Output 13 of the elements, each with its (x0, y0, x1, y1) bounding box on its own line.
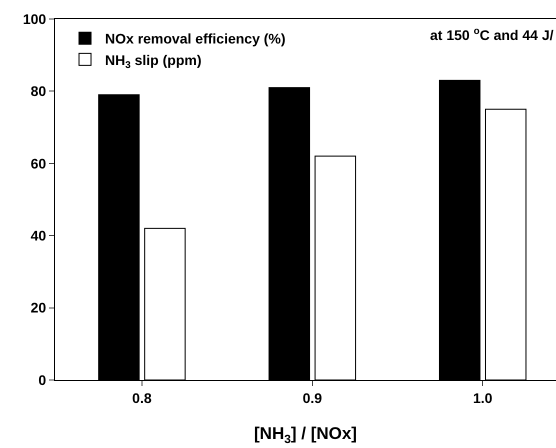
legend-label: NOx removal efficiency (%) (105, 30, 286, 47)
annotation: at 150 $^{o}$C and 44 J/ (430, 26, 554, 43)
y-tick-label: 80 (30, 83, 46, 100)
legend-label: NH$_{3}$ slip (ppm) (105, 52, 202, 71)
y-tick-label: 20 (30, 300, 46, 316)
y-tick-label: 60 (30, 155, 46, 172)
x-tick-label: 0.9 (302, 390, 322, 406)
y-tick-label: 40 (30, 228, 46, 244)
y-tick-label: 100 (22, 10, 46, 27)
y-tick-label: 0 (38, 372, 46, 388)
x-axis-title: [NH$_{3}$] / [NOx] (254, 424, 357, 446)
x-tick-label: 1.0 (472, 390, 493, 406)
x-tick-label: 0.8 (132, 390, 152, 406)
